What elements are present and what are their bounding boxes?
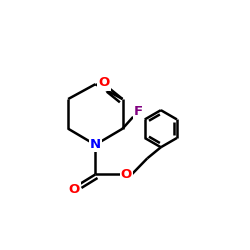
Text: O: O xyxy=(120,168,132,181)
Text: F: F xyxy=(134,105,143,118)
Text: O: O xyxy=(98,76,110,90)
Text: O: O xyxy=(69,183,80,196)
Text: N: N xyxy=(90,138,101,151)
